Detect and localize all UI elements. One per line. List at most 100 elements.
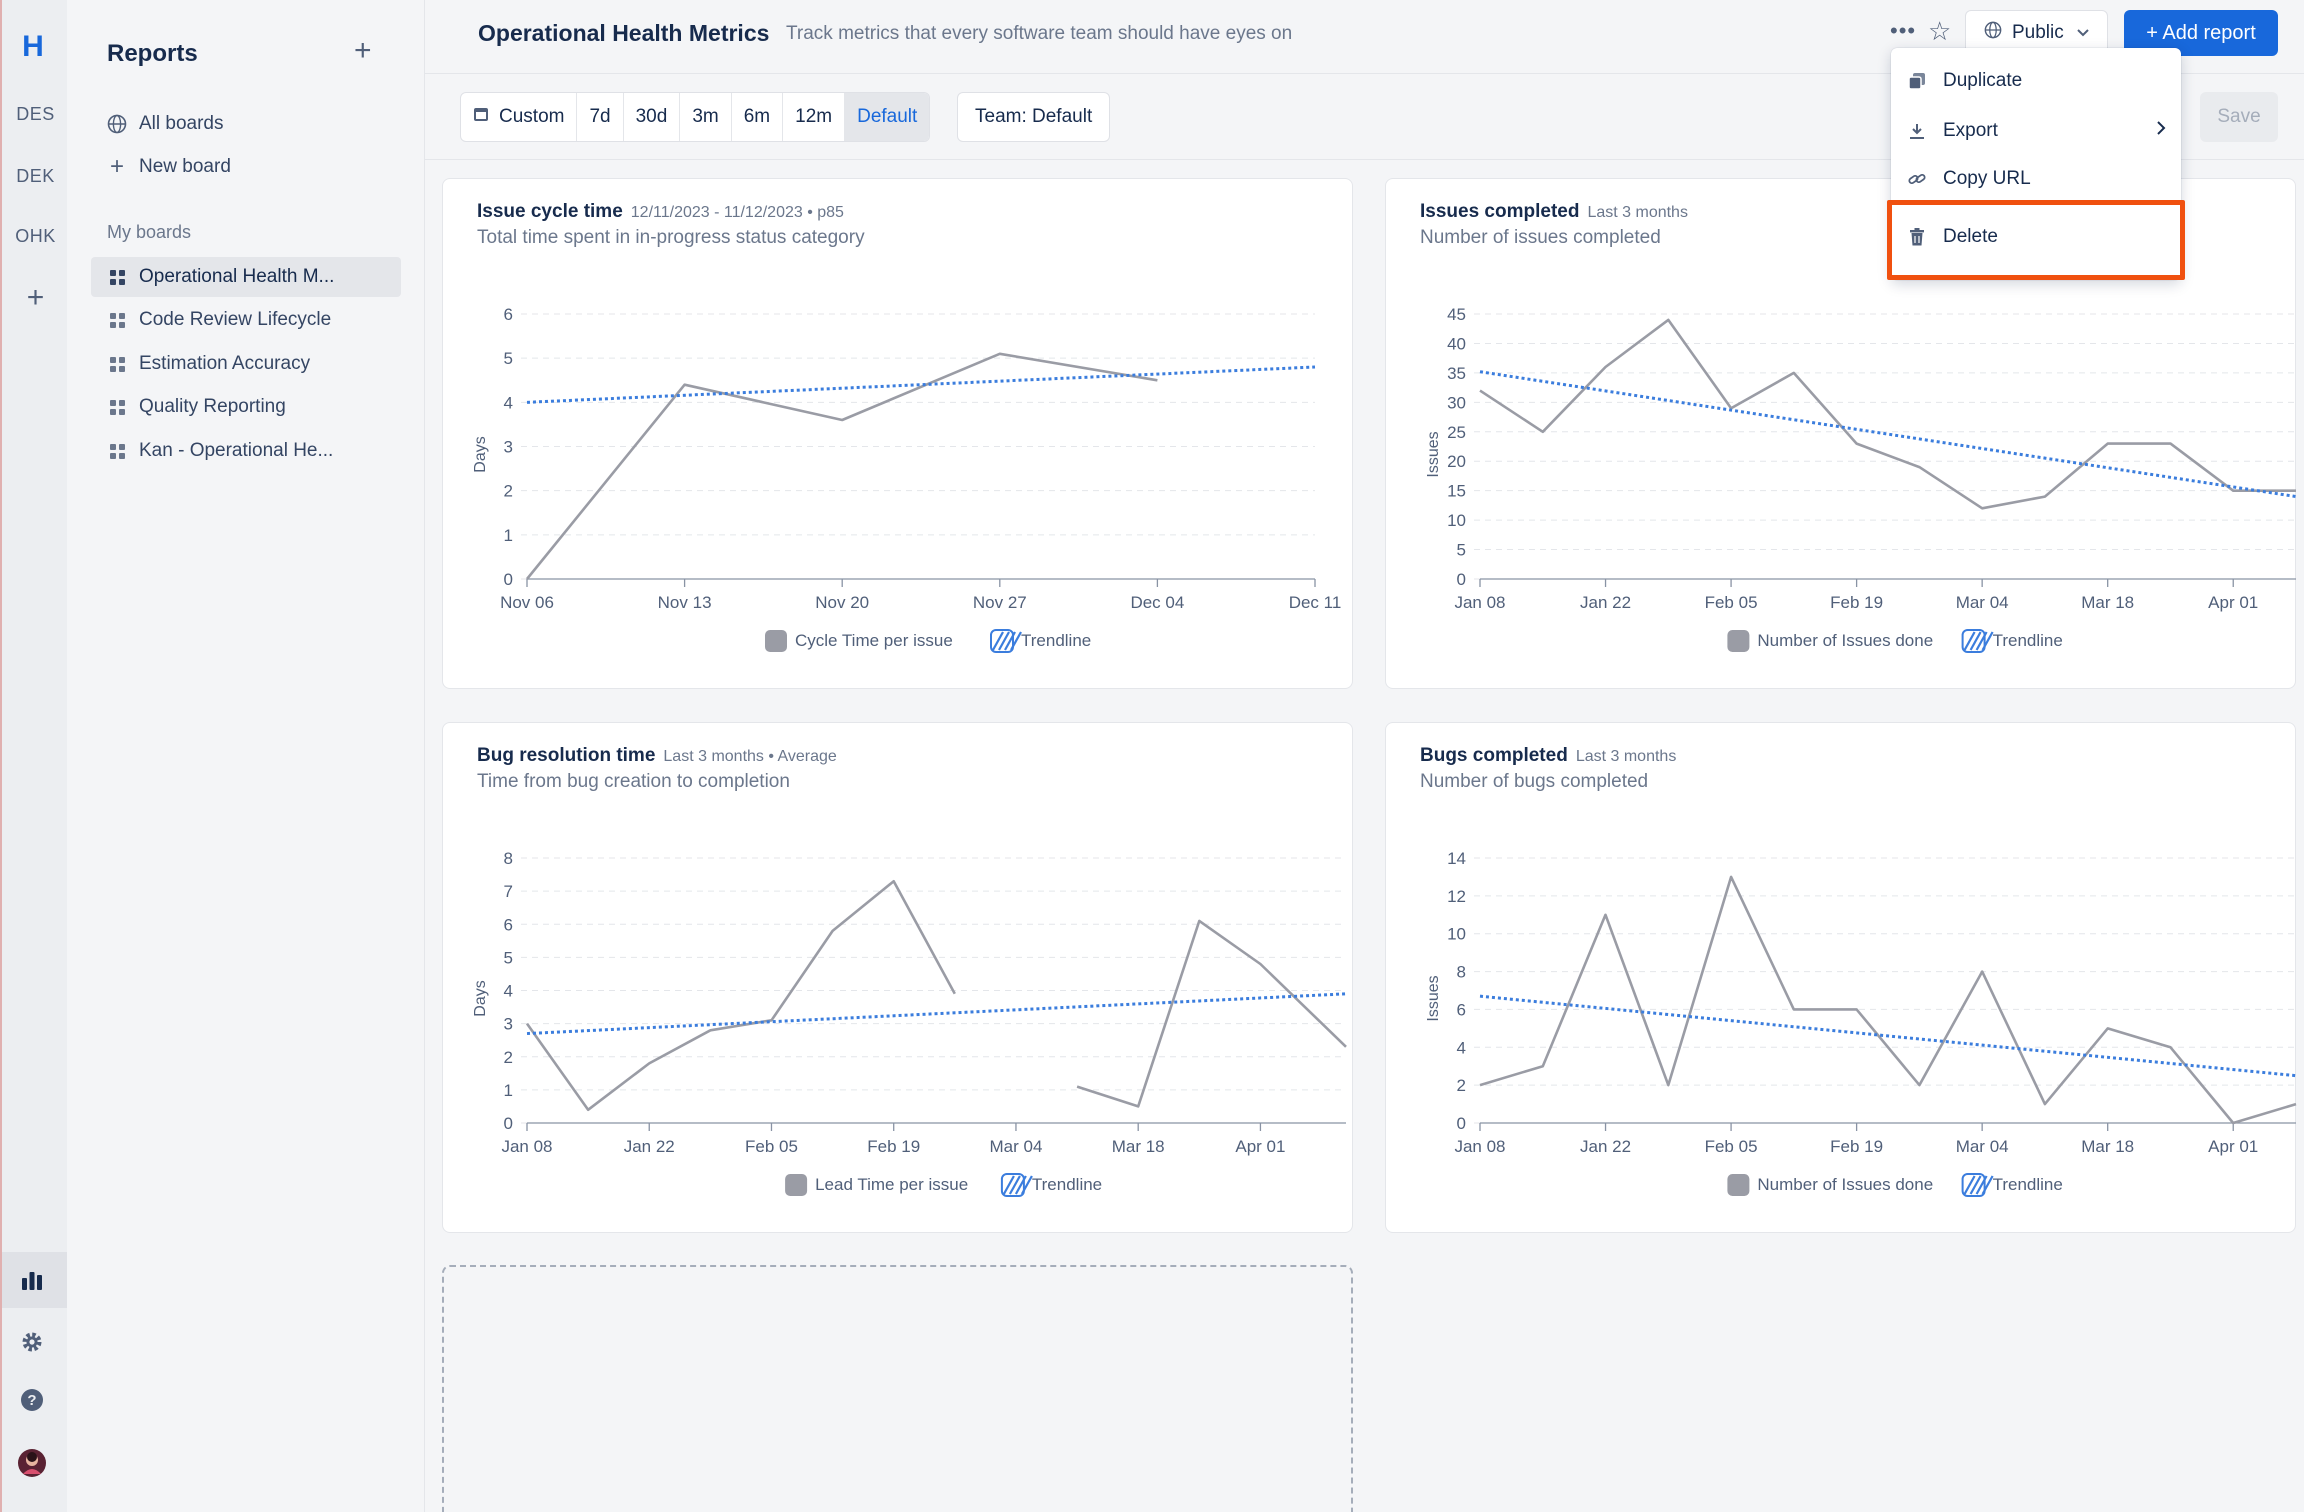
x-tick-label: Apr 01 (2208, 593, 2258, 612)
board-item-label: Operational Health M... (139, 266, 335, 287)
board-grid-icon (107, 397, 127, 417)
range-12m[interactable]: 12m (783, 93, 846, 141)
x-tick-label: Feb 05 (1705, 1137, 1758, 1156)
plus-icon: + (109, 153, 124, 180)
globe-icon (107, 114, 127, 134)
range-30d[interactable]: 30d (624, 93, 681, 141)
create-report-plus-button[interactable]: + (354, 34, 372, 67)
save-button[interactable]: Save (2200, 92, 2278, 142)
menu-item-delete[interactable]: Delete (1891, 215, 2181, 259)
trendline (1479, 370, 2297, 499)
project-ohk[interactable]: OHK (15, 226, 56, 246)
visibility-label: Public (2012, 22, 2064, 43)
settings-gear-icon[interactable] (16, 1326, 48, 1358)
team-selector[interactable]: Team: Default (957, 92, 1111, 142)
y-tick-label: 35 (1447, 364, 1466, 383)
report-card-issues-completed[interactable]: Issues completed Last 3 months Number of … (1385, 178, 2297, 689)
legend-trend-hatch (1969, 631, 1982, 651)
menu-item-label: Duplicate (1943, 70, 2023, 91)
card-subtitle: Number of issues completed (1420, 227, 1661, 248)
board-item-quality-reporting[interactable]: Quality Reporting (91, 387, 401, 427)
board-item-label: Estimation Accuracy (139, 353, 311, 374)
app-logo[interactable]: H (22, 30, 44, 63)
y-tick-label: 0 (504, 570, 513, 589)
range-6m[interactable]: 6m (732, 93, 784, 141)
main-content: Operational Health Metrics Track metrics… (425, 0, 2304, 1512)
sidebar-item-all-boards[interactable]: All boards (91, 104, 401, 144)
range-3m[interactable]: 3m (680, 93, 732, 141)
reports-chart-icon[interactable] (16, 1264, 48, 1296)
card-subtitle: Number of bugs completed (1420, 771, 1649, 792)
series-line (1479, 318, 2296, 510)
sidebar-item-new-board[interactable]: + New board (91, 147, 401, 187)
menu-item-duplicate[interactable]: Duplicate (1891, 59, 2181, 103)
range-7d[interactable]: 7d (577, 93, 624, 141)
y-tick-label: 6 (504, 305, 513, 324)
menu-item-export[interactable]: Export (1891, 109, 2181, 153)
card-title: Issue cycle time 12/11/2023 - 11/12/2023 … (477, 201, 844, 223)
y-tick-label: 12 (1447, 887, 1466, 906)
y-tick-label: 10 (1447, 511, 1466, 530)
y-tick-label: 25 (1447, 423, 1466, 442)
range-custom[interactable]: Custom (461, 93, 578, 141)
menu-item-label: Copy URL (1943, 168, 2031, 189)
board-grid-icon (107, 354, 127, 374)
board-item-label: Kan - Operational He... (139, 440, 334, 461)
filter-toolbar: Custom 7d 30d 3m 6m 12m Default Team: De… (425, 74, 2304, 160)
x-tick-label: Jan 08 (1454, 593, 1505, 612)
report-card-bugs-completed[interactable]: Bugs completed Last 3 months Number of bu… (1385, 722, 2297, 1233)
calendar-icon (473, 106, 489, 128)
legend-trend-hatch (998, 631, 1010, 651)
x-tick-label: Apr 01 (2208, 1137, 2258, 1156)
board-item-estimation-accuracy[interactable]: Estimation Accuracy (91, 344, 401, 384)
board-grid-icon (107, 310, 127, 330)
menu-item-label: Export (1943, 120, 1998, 141)
range-default[interactable]: Default (845, 93, 930, 141)
more-options-menu: Duplicate Export Copy URL Delete (1891, 48, 2181, 280)
board-item-kan-operational[interactable]: Kan - Operational He... (91, 431, 401, 471)
card-meta: Last 3 months (1575, 748, 1677, 765)
globe-icon (1984, 21, 2002, 45)
x-tick-label: Jan 22 (624, 1137, 675, 1156)
y-tick-label: 0 (504, 1114, 513, 1133)
project-dek[interactable]: DEK (16, 166, 55, 186)
star-icon[interactable]: ☆ (1928, 16, 1952, 46)
empty-report-slot[interactable] (442, 1265, 1353, 1512)
legend-series-label: Number of Issues done (1757, 631, 1933, 650)
x-tick-label: Mar 04 (989, 1137, 1042, 1156)
y-axis-label: Issues (1425, 975, 1442, 1021)
project-des[interactable]: DES (16, 104, 55, 124)
y-tick-label: 4 (504, 982, 513, 1001)
report-card-issue-cycle-time[interactable]: Issue cycle time 12/11/2023 - 11/12/2023 … (442, 178, 1353, 689)
page-title: Operational Health Metrics (478, 20, 770, 46)
legend-series-label: Lead Time per issue (815, 1175, 968, 1194)
y-tick-label: 2 (504, 1048, 513, 1067)
x-tick-label: Mar 18 (2081, 593, 2134, 612)
y-tick-label: 2 (504, 482, 513, 501)
card-meta: 12/11/2023 - 11/12/2023 • p85 (630, 204, 844, 221)
add-project-button[interactable]: + (26, 281, 45, 314)
legend-trend-hatch (992, 631, 1004, 651)
x-tick-label: Feb 05 (745, 1137, 798, 1156)
x-tick-label: Jan 22 (1580, 593, 1631, 612)
link-icon (1907, 170, 1927, 188)
y-tick-label: 10 (1447, 925, 1466, 944)
more-options-icon[interactable]: ••• (1890, 18, 1917, 43)
y-axis-label: Days (472, 436, 489, 472)
y-tick-label: 5 (1457, 541, 1466, 560)
user-avatar[interactable] (16, 1447, 48, 1479)
y-tick-label: 20 (1447, 452, 1466, 471)
x-tick-label: Jan 08 (1454, 1137, 1505, 1156)
y-tick-label: 45 (1447, 305, 1466, 324)
y-tick-label: 4 (504, 393, 513, 412)
board-item-operational-health[interactable]: Operational Health M... (91, 257, 401, 297)
board-item-code-review[interactable]: Code Review Lifecycle (91, 300, 401, 340)
x-tick-label: Jan 22 (1580, 1137, 1631, 1156)
trendline (526, 992, 1347, 1036)
menu-item-copy-url[interactable]: Copy URL (1891, 157, 2181, 201)
y-tick-label: 0 (1457, 570, 1466, 589)
x-tick-label: Dec 11 (1289, 593, 1342, 612)
duplicate-icon (1907, 72, 1927, 90)
help-icon[interactable]: ? (16, 1384, 48, 1416)
report-card-bug-resolution-time[interactable]: Bug resolution time Last 3 months • Avera… (442, 722, 1353, 1233)
